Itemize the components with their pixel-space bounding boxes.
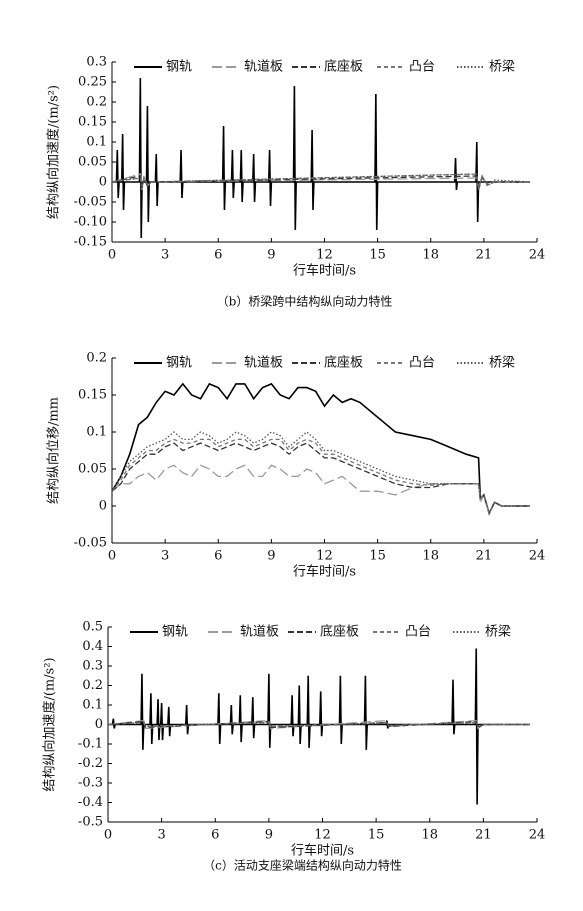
y-tick-label: -0.15 [74, 235, 107, 250]
legend-label: 轨道板 [244, 60, 283, 75]
x-tick-label: 6 [211, 828, 219, 843]
chart: 0.50.40.30.20.10-0.1-0.2-0.3-0.4-0.50 3 6 9… [42, 620, 546, 873]
series-line [111, 382, 530, 516]
legend-label: 轨道板 [240, 625, 279, 640]
y-tick-label: 0.25 [78, 75, 107, 90]
y-tick-label: -0.1 [78, 737, 103, 752]
x-tick-label: 18 [422, 248, 439, 263]
y-tick-label: 0.1 [86, 135, 107, 150]
x-tick-label: 15 [368, 828, 385, 843]
y-tick-label: 0.3 [82, 659, 103, 674]
y-tick-label: -0.05 [74, 536, 107, 551]
series-line [107, 721, 530, 728]
y-tick-label: 0.2 [82, 678, 103, 693]
legend-label: 钢轨 [162, 625, 188, 640]
x-tick-label: 0 [108, 549, 116, 564]
x-axis-label: 行车时间/s [293, 564, 356, 580]
y-tick-label: 0.5 [82, 620, 103, 635]
x-tick-label: 12 [316, 248, 333, 263]
y-tick-label: -0.05 [74, 195, 107, 210]
legend-label: 凸台 [405, 625, 431, 640]
x-tick-label: 24 [529, 828, 546, 843]
y-tick-label: -0.3 [78, 776, 103, 791]
legend-label: 轨道板 [244, 356, 283, 371]
legend-label: 桥梁 [489, 60, 515, 75]
legend-label: 钢轨 [166, 356, 192, 371]
legend-label: 底座板 [320, 624, 359, 640]
y-tick-label: 0.1 [86, 425, 107, 440]
y-tick-label: 0.3 [86, 55, 107, 70]
x-tick-label: 0 [104, 828, 112, 843]
x-tick-label: 18 [422, 549, 439, 564]
x-tick-label: 3 [161, 549, 169, 564]
x-tick-label: 6 [214, 549, 222, 564]
legend-label: 钢轨 [166, 60, 192, 75]
x-axis-label: 行车时间/s [293, 263, 356, 279]
legend-label: 凸台 [409, 60, 435, 75]
y-tick-label: 0.05 [78, 462, 107, 477]
y-tick-label: 0 [95, 717, 103, 732]
series-line [111, 431, 530, 516]
y-tick-label: 0.05 [78, 155, 107, 170]
y-tick-label: 0 [99, 175, 107, 190]
series-line [111, 464, 530, 516]
y-tick-label: -0.10 [74, 215, 107, 230]
y-tick-label: 0 [99, 499, 107, 514]
x-tick-label: 9 [265, 828, 273, 843]
x-axis-label: 行车时间/s [291, 843, 354, 859]
series-line [111, 442, 530, 516]
x-tick-label: 24 [529, 248, 546, 263]
legend-label: 底座板 [324, 355, 363, 371]
x-tick-label: 15 [369, 549, 386, 564]
x-tick-label: 18 [421, 828, 438, 843]
series-line [112, 77, 530, 239]
chart: 0.30.250.20.150.10.050-0.05-0.10-0.150 3 6… [46, 55, 546, 309]
y-tick-label: -0.5 [78, 815, 103, 830]
chart: 0.20.150.10.050-0.050 3 6 9 12 15 18 21 24行车时间/s… [46, 351, 546, 580]
x-tick-label: 21 [476, 549, 493, 564]
caption: （c）活动支座梁端结构纵向动力特性 [203, 858, 402, 873]
legend-label: 凸台 [409, 356, 435, 371]
y-tick-label: 0.1 [82, 698, 103, 713]
x-tick-label: 24 [529, 549, 546, 564]
x-tick-label: 21 [476, 248, 493, 263]
y-tick-label: 0.2 [86, 95, 107, 110]
y-axis-label: 结构纵向加速度/(m/s²) [46, 85, 62, 219]
x-tick-label: 3 [157, 828, 165, 843]
y-axis-label: 结构纵向位移/mm [46, 397, 62, 504]
y-tick-label: 0.15 [78, 115, 107, 130]
x-tick-label: 15 [369, 248, 386, 263]
x-tick-label: 3 [161, 248, 169, 263]
series-line [111, 438, 530, 516]
x-tick-label: 9 [267, 549, 275, 564]
legend-label: 底座板 [324, 59, 363, 75]
y-tick-label: 0.4 [82, 639, 103, 654]
y-tick-label: 0.2 [86, 351, 107, 366]
legend-label: 桥梁 [489, 356, 515, 371]
y-tick-label: 0.15 [78, 388, 107, 403]
y-tick-label: -0.2 [78, 756, 103, 771]
x-tick-label: 21 [475, 828, 492, 843]
series-line [108, 648, 530, 805]
y-axis-label: 结构纵向加速度/(m/s²) [42, 657, 58, 791]
x-tick-label: 12 [316, 549, 333, 564]
x-tick-label: 6 [214, 248, 222, 263]
caption: （b）桥梁跨中结构纵向动力特性 [217, 294, 393, 309]
x-tick-label: 12 [314, 828, 331, 843]
x-tick-label: 0 [108, 248, 116, 263]
legend-label: 桥梁 [485, 625, 511, 640]
x-tick-label: 9 [267, 248, 275, 263]
y-tick-label: -0.4 [78, 795, 103, 810]
